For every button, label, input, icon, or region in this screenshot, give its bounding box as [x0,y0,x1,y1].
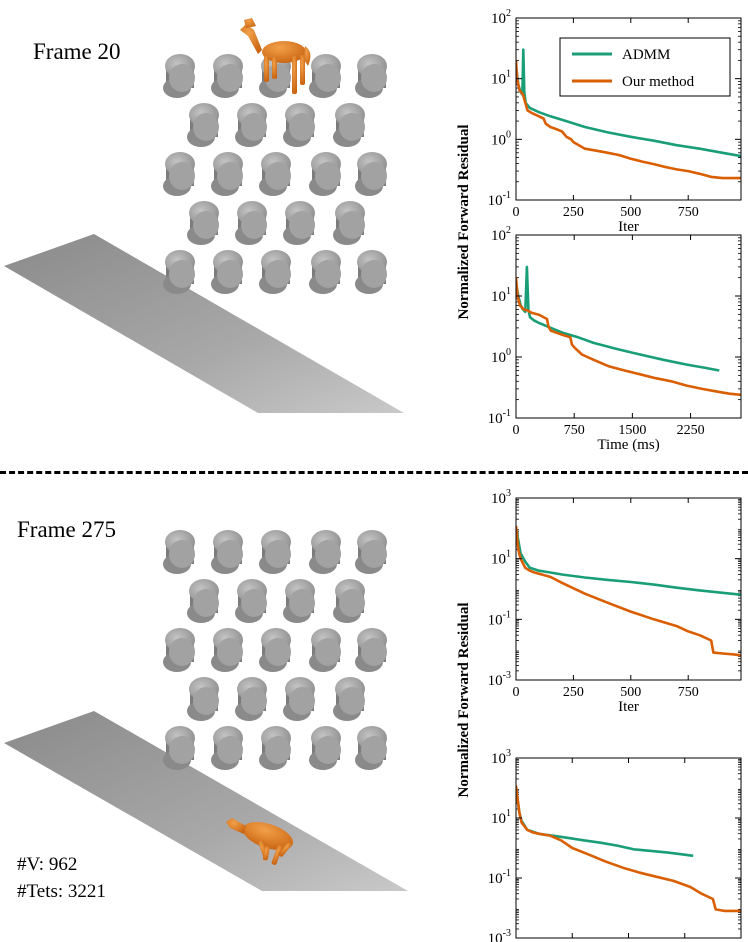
x-tick-label: 750 [678,685,699,700]
x-tick-label: 250 [563,685,584,700]
plot-frame [515,17,742,201]
pillar [259,152,291,196]
x-tick-label: 500 [620,685,641,700]
pillar [309,54,341,98]
series-line-our-method [516,525,741,657]
pillar [355,726,387,770]
pillar [235,103,267,147]
series-line-our-method [516,785,741,913]
plot-frame [515,234,742,419]
pillar [333,103,365,147]
legend-label: ADMM [622,47,670,63]
pillar [163,628,195,672]
pillar [309,250,341,294]
pillar [259,250,291,294]
frame-label-bottom: Frame 275 [17,517,117,542]
pillar [211,530,243,574]
x-tick-label: 750 [564,423,585,438]
y-tick-label: 101 [491,808,511,827]
x-tick-label: 2250 [677,423,705,438]
pillar [309,530,341,574]
pillar [235,201,267,245]
pillar [355,628,387,672]
frame-label-top: Frame 20 [33,39,121,64]
series-line-admm [516,528,741,596]
vertex-count: #V: 962 [17,854,78,875]
pillar [163,726,195,770]
pillar [259,628,291,672]
pillar [283,677,315,721]
pillar [187,201,219,245]
y-tick-label: 10-3 [488,928,511,942]
pillar [235,677,267,721]
pillar [211,250,243,294]
y-tick-label: 103 [491,748,511,767]
series-line-our-method [516,60,741,180]
series-line-admm [516,787,694,858]
pillar [283,103,315,147]
legend: ADMM Our method [559,37,731,97]
pillar [259,726,291,770]
horse-model-top [240,18,311,94]
pillar [309,726,341,770]
pillar [355,152,387,196]
pillar [355,250,387,294]
ground-plane-top [4,234,404,413]
pillar [333,201,365,245]
pillar [355,54,387,98]
pillar [163,152,195,196]
y-tick-label: 10-1 [488,868,511,887]
section-divider [0,471,748,474]
pillar [283,201,315,245]
pillar [235,579,267,623]
series-line-our-method [516,277,741,397]
x-tick-label: 0 [513,685,520,700]
pillar [355,530,387,574]
x-tick-label: 1500 [618,423,646,438]
plot-frame [515,497,742,681]
pillar [211,726,243,770]
legend-label: Our method [622,74,695,90]
pillar [333,677,365,721]
pillar [163,530,195,574]
pillar [309,628,341,672]
x-tick-label: 0 [513,423,520,438]
pillar [333,579,365,623]
pillar [187,103,219,147]
pillar [283,579,315,623]
legend-box [559,37,731,97]
ground-plane-bottom [4,711,408,891]
x-tick-label: 0 [513,205,520,220]
x-tick-label: 250 [563,205,584,220]
pillar [309,152,341,196]
pillar [211,152,243,196]
pillar-grid-bottom [163,530,387,770]
x-tick-label: 750 [678,205,699,220]
pillar [163,54,195,98]
x-axis-label: Iter [618,219,639,235]
horse-model-bottom [226,818,294,865]
pillar [187,677,219,721]
x-tick-label: 500 [620,205,641,220]
pillar [163,250,195,294]
x-axis-label: Time (ms) [597,437,659,453]
pillar [187,579,219,623]
pillar [259,530,291,574]
pillar [211,54,243,98]
tet-count: #Tets: 3221 [17,881,106,902]
x-axis-label: Iter [618,699,639,715]
pillar [211,628,243,672]
